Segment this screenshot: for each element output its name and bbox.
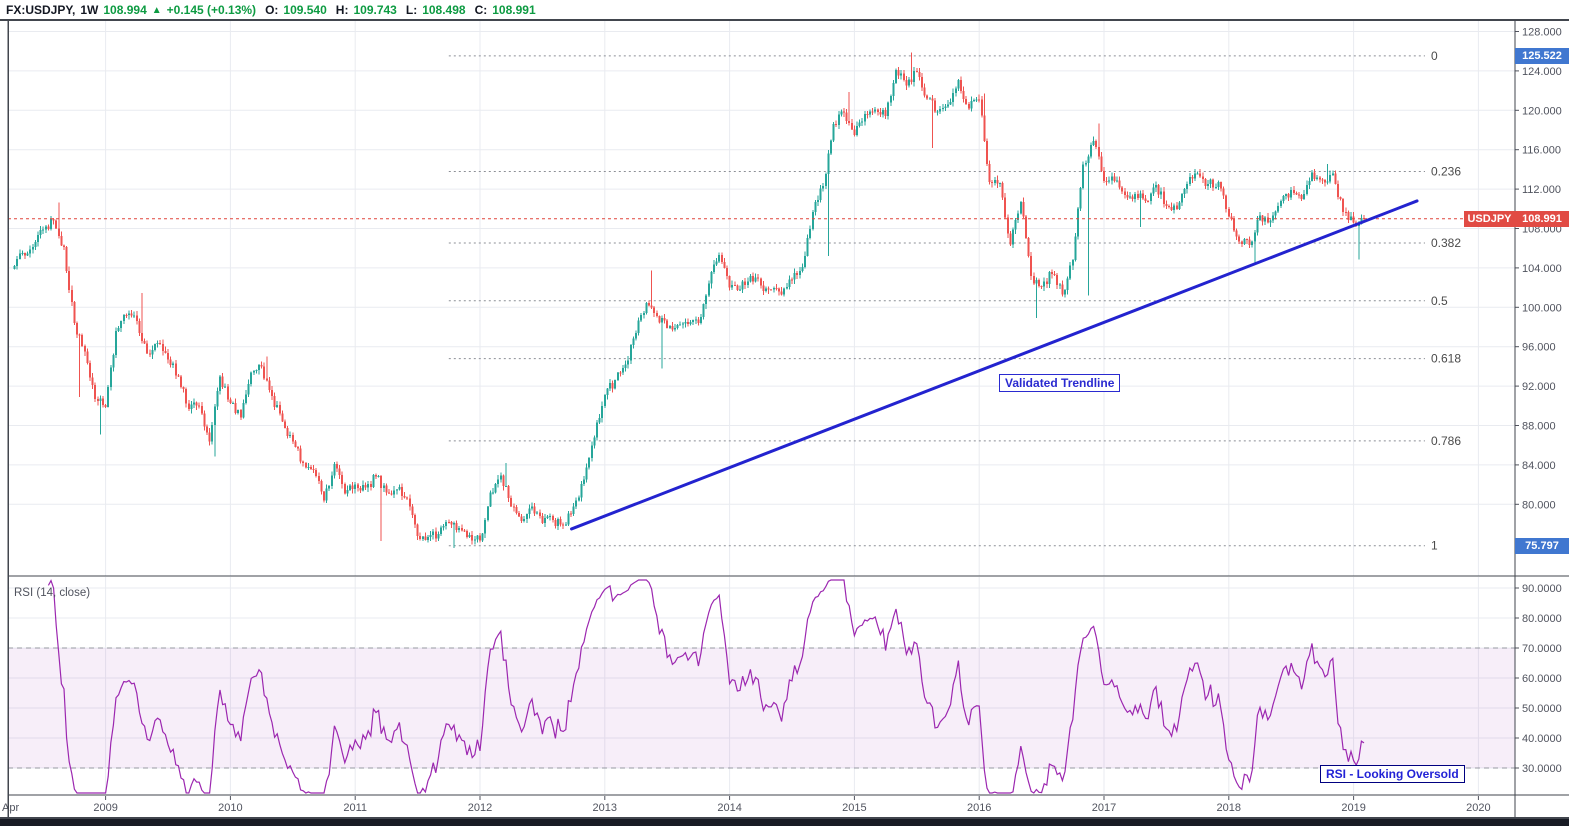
- high-label: H:: [335, 3, 349, 17]
- year-axis-label: 2015: [842, 802, 866, 814]
- fib-level-label: 0.5: [1431, 294, 1448, 308]
- open-label: O:: [265, 3, 279, 17]
- year-axis-label: 2018: [1217, 802, 1241, 814]
- candles: [13, 52, 1365, 548]
- year-axis-label: 2020: [1466, 802, 1490, 814]
- rsi-indicator-legend[interactable]: RSI (14, close): [14, 587, 91, 599]
- fib-level-label: 1: [1431, 539, 1438, 553]
- gridlines: [8, 21, 1515, 795]
- price-axis-label: 80.000: [1522, 499, 1556, 511]
- rsi-axis-label: 50.0000: [1522, 703, 1562, 715]
- price-change: +0.145 (+0.13%): [166, 3, 257, 17]
- rsi-axis-label: 30.0000: [1522, 763, 1562, 775]
- timeframe-label[interactable]: 1W: [80, 3, 99, 17]
- price-axis-label: 84.000: [1522, 460, 1556, 472]
- year-axis-label: 2013: [593, 802, 617, 814]
- price-axis-label: 116.000: [1522, 145, 1561, 157]
- price-axis-label: 100.000: [1522, 302, 1562, 314]
- year-axis-label: 2010: [218, 802, 242, 814]
- rsi-axis-label: 40.0000: [1522, 733, 1562, 745]
- low-value: 108.498: [422, 3, 466, 17]
- close-value: 108.991: [492, 3, 536, 17]
- open-value: 109.540: [283, 3, 327, 17]
- fib-level-label: 0.618: [1431, 352, 1461, 366]
- pane-borders: [0, 19, 1569, 819]
- rsi-line: [47, 579, 1365, 794]
- rsi-axis-label: 60.0000: [1522, 673, 1562, 685]
- ohlc-legend-bar[interactable]: FX:USDJPY, 1W 108.994 ▲ +0.145 (+0.13%) …: [0, 0, 1569, 20]
- fib-0-axis-tag: 125.522: [1515, 48, 1569, 64]
- year-axis-label: 2014: [717, 802, 741, 814]
- price-axis-label: 96.000: [1522, 342, 1556, 354]
- rsi-annotation[interactable]: RSI - Looking Oversold: [1320, 765, 1465, 783]
- high-value: 109.743: [353, 3, 397, 17]
- price-axis-label: 88.000: [1522, 421, 1556, 433]
- rsi-axis-label: 80.0000: [1522, 613, 1562, 625]
- fib-level-label: 0: [1431, 49, 1438, 63]
- year-axis-label: 2011: [343, 802, 367, 814]
- low-label: L:: [405, 3, 418, 17]
- fib-retracement[interactable]: 0 0.236 0.382 0.5 0.618 0.786 1: [448, 49, 1462, 553]
- price-axis-label: 92.000: [1522, 381, 1556, 393]
- price-axis-label: 112.000: [1522, 184, 1561, 196]
- last-price-tag-value: 108.991: [1515, 211, 1569, 227]
- rsi-band: [8, 648, 1515, 768]
- price-axis-label: 120.000: [1522, 105, 1562, 117]
- price-axis-label: 128.000: [1522, 27, 1562, 39]
- year-axis-label: 2012: [468, 802, 492, 814]
- fib-level-label: 0.786: [1431, 434, 1461, 448]
- rsi-axis-label: 90.0000: [1522, 583, 1562, 595]
- year-axis-label: 2009: [93, 802, 117, 814]
- price-axis-label: 124.000: [1522, 66, 1562, 78]
- price-axis-label: 104.000: [1522, 263, 1562, 275]
- last-price-tag-symbol: USDJPY: [1464, 211, 1515, 227]
- window-bottom-edge: [0, 819, 1569, 826]
- rsi-axis-label: 70.0000: [1522, 643, 1562, 655]
- fib-1-axis-tag: 75.797: [1515, 538, 1569, 554]
- fib-level-label: 0.236: [1431, 164, 1461, 178]
- year-axis-label: 2019: [1341, 802, 1365, 814]
- symbol-label[interactable]: FX:USDJPY,: [6, 3, 76, 17]
- last-price: 108.994: [103, 3, 147, 17]
- trendline[interactable]: [570, 199, 1419, 531]
- close-label: C:: [474, 3, 488, 17]
- year-axis-label: 2017: [1092, 802, 1116, 814]
- year-axis-label: 2016: [967, 802, 991, 814]
- trendline-annotation[interactable]: Validated Trendline: [999, 374, 1121, 392]
- up-triangle-icon: ▲: [151, 4, 162, 16]
- last-price-axis-tag: USDJPY 108.991: [1464, 211, 1569, 227]
- start-month-axis-label: Apr: [2, 802, 19, 814]
- fib-level-label: 0.382: [1431, 236, 1461, 250]
